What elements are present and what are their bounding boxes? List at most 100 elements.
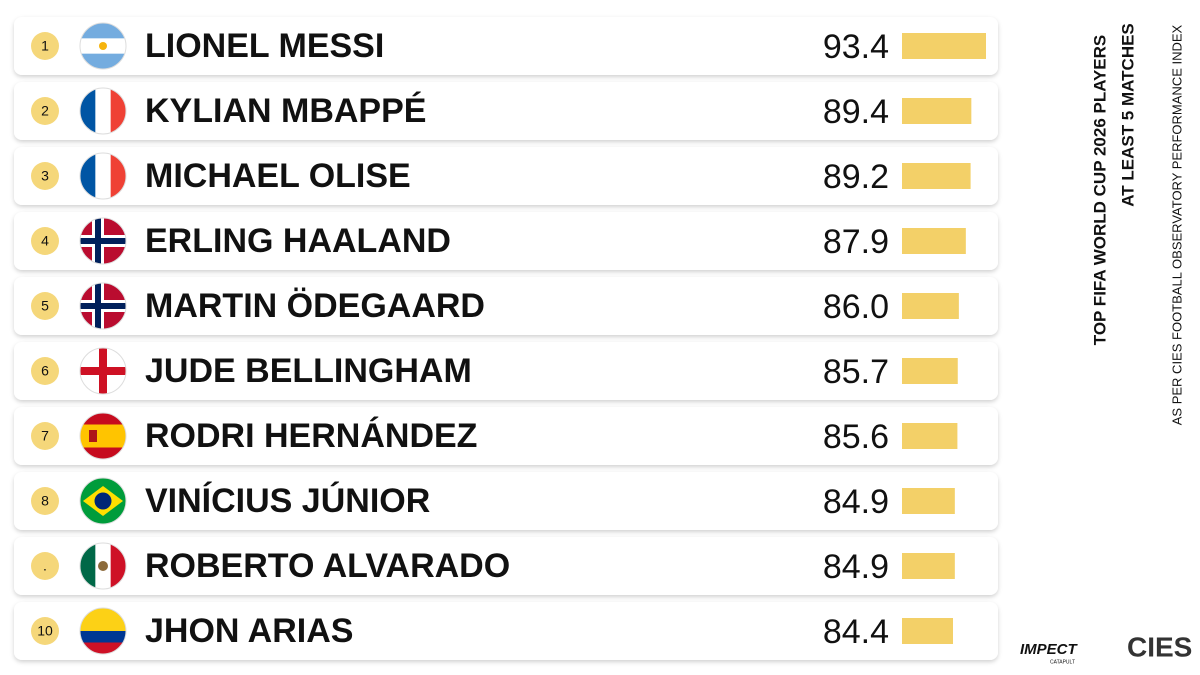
row-card	[14, 342, 998, 400]
player-name: ERLING HAALAND	[145, 222, 451, 260]
value-label: 86.0	[823, 288, 889, 326]
chart-subtitle: AT LEAST 5 MATCHES	[1118, 23, 1137, 207]
player-row: 10 JHON ARIAS 84.4	[14, 602, 998, 660]
rank-label: 1	[41, 38, 49, 54]
player-row: . ROBERTO ALVARADO 84.9	[14, 537, 998, 595]
flag	[80, 88, 126, 134]
player-name: ROBERTO ALVARADO	[145, 547, 510, 585]
rank-label: 2	[41, 103, 49, 119]
rank-badge	[31, 162, 59, 190]
flag-ring	[79, 477, 127, 525]
rank-badge	[31, 422, 59, 450]
flag-part	[110, 153, 126, 199]
flag	[80, 543, 126, 589]
rank-badge	[31, 97, 59, 125]
value-label: 84.9	[823, 548, 889, 586]
row-card	[14, 212, 998, 270]
value-label: 89.4	[823, 93, 889, 131]
flag-part	[80, 424, 126, 448]
bar	[902, 358, 958, 384]
flag-part	[80, 153, 96, 199]
flag-ring	[79, 607, 127, 655]
rank-label: 5	[41, 298, 49, 314]
bar	[902, 163, 971, 189]
flag-ring	[79, 22, 127, 70]
flag-part	[80, 642, 126, 654]
value-label: 89.2	[823, 158, 889, 196]
player-row: 5 MARTIN ÖDEGAARD 86.0	[14, 277, 998, 335]
flag	[80, 478, 126, 524]
rank-badge	[31, 292, 59, 320]
bar	[902, 228, 966, 254]
rank-badge	[31, 32, 59, 60]
player-name: JHON ARIAS	[145, 612, 353, 650]
rank-badge	[31, 487, 59, 515]
player-row: 1 LIONEL MESSI 93.4	[14, 17, 998, 75]
player-row: 4 ERLING HAALAND 87.9	[14, 212, 998, 270]
source-note: AS PER CIES FOOTBALL OBSERVATORY PERFORM…	[1169, 24, 1184, 425]
rank-badge	[31, 552, 59, 580]
flag	[80, 153, 126, 199]
flag-part	[95, 153, 112, 199]
rank-label: .	[43, 558, 47, 574]
value-label: 84.4	[823, 613, 889, 651]
flag-part	[80, 367, 126, 375]
player-row: 3 MICHAEL OLISE 89.2	[14, 147, 998, 205]
flag-part	[110, 88, 126, 134]
bar	[902, 488, 955, 514]
rank-label: 6	[41, 363, 49, 379]
value-label: 87.9	[823, 223, 889, 261]
flag-ring	[79, 347, 127, 395]
player-row: 7 RODRI HERNÁNDEZ 85.6	[14, 407, 998, 465]
flag-part	[80, 608, 126, 632]
player-name: LIONEL MESSI	[145, 27, 384, 65]
flag	[80, 23, 126, 69]
player-name: JUDE BELLINGHAM	[145, 352, 472, 390]
row-card	[14, 147, 998, 205]
row-card	[14, 537, 998, 595]
flag-part	[89, 430, 97, 442]
player-name: KYLIAN MBAPPÉ	[145, 92, 426, 130]
rank-label: 7	[41, 428, 49, 444]
value-label: 93.4	[823, 28, 889, 66]
rows: 1 LIONEL MESSI 93.4 2 KYLIAN MBAPPÉ 89.4 3 MICH…	[14, 17, 998, 660]
rank-badge	[31, 357, 59, 385]
chart-title: TOP FIFA WORLD CUP 2026 PLAYERS	[1090, 35, 1109, 346]
bar	[902, 553, 955, 579]
logo-impect: IMPECT	[1020, 641, 1079, 658]
flag-part	[80, 303, 126, 309]
rank-label: 10	[37, 623, 53, 639]
player-name: MICHAEL OLISE	[145, 157, 411, 195]
flag-part	[80, 447, 126, 459]
bar	[902, 618, 953, 644]
flag-part	[99, 42, 107, 50]
flag-part	[98, 561, 108, 571]
player-row: 6 JUDE BELLINGHAM 85.7	[14, 342, 998, 400]
value-label: 85.7	[823, 353, 889, 391]
flag-ring	[79, 152, 127, 200]
bar	[902, 33, 986, 59]
flag	[80, 218, 126, 264]
value-label: 84.9	[823, 483, 889, 521]
flag-ring	[79, 282, 127, 330]
player-name: VINÍCIUS JÚNIOR	[145, 482, 430, 520]
flag-part	[80, 53, 126, 69]
flag-ring	[79, 542, 127, 590]
flag	[80, 608, 126, 654]
player-row: 8 VINÍCIUS JÚNIOR 84.9	[14, 472, 998, 530]
flag	[80, 283, 126, 329]
bar	[902, 293, 959, 319]
flag-part	[94, 492, 112, 510]
flag-part	[80, 631, 126, 643]
logo-cies: CIES	[1127, 631, 1192, 662]
row-card	[14, 472, 998, 530]
row-card	[14, 407, 998, 465]
flag-part	[80, 543, 96, 589]
rank-label: 4	[41, 233, 49, 249]
player-name: RODRI HERNÁNDEZ	[145, 417, 477, 455]
value-label: 85.6	[823, 418, 889, 456]
player-row: 2 KYLIAN MBAPPÉ 89.4	[14, 82, 998, 140]
row-card	[14, 82, 998, 140]
player-name: MARTIN ÖDEGAARD	[145, 287, 485, 325]
